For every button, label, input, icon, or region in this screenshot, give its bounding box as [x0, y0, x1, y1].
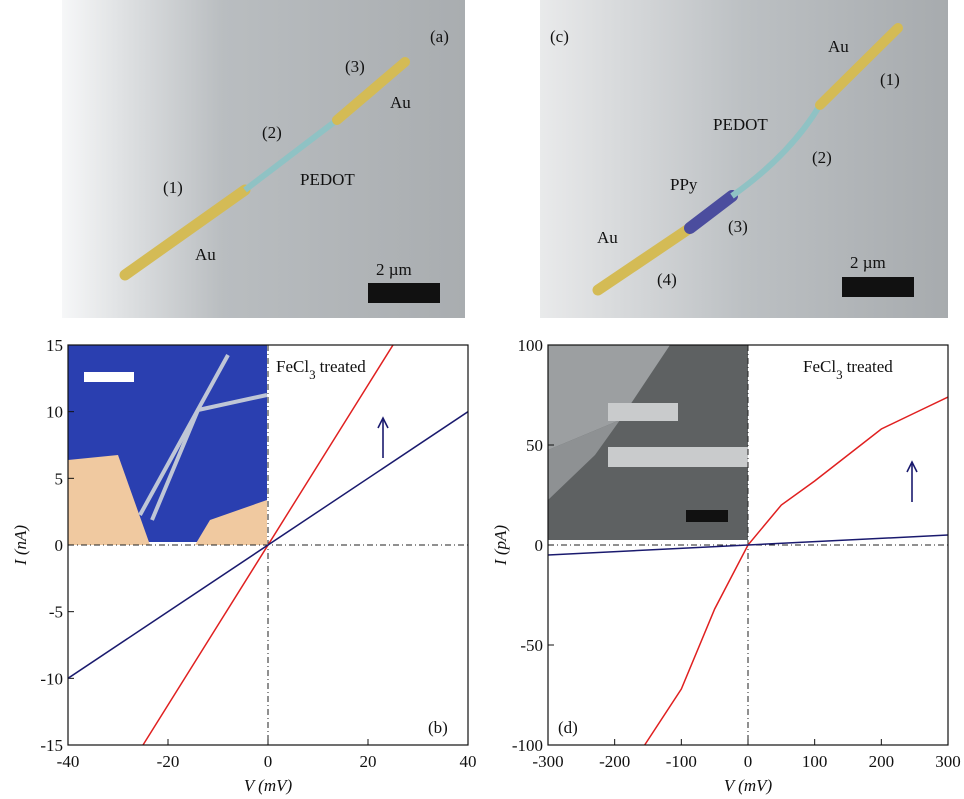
x-tick-label: -40	[57, 752, 80, 771]
annotation-suffix: treated	[320, 357, 367, 376]
x-tick-label: -300	[532, 752, 563, 771]
annotation-text: FeCl	[276, 357, 309, 376]
image-a: (a) (3) Au (2) PEDOT (1) Au 2 µm	[62, 0, 465, 318]
panel-label: (d)	[558, 718, 578, 737]
x-tick-label: 20	[360, 752, 377, 771]
y-axis-label: I (pA)	[491, 525, 510, 566]
image-label: Au	[828, 37, 849, 56]
panel-label: (c)	[550, 27, 569, 46]
y-axis-label: I (nA)	[11, 525, 30, 566]
y-tick-label: 15	[46, 336, 63, 355]
x-tick-label: -100	[666, 752, 697, 771]
image-label: (1)	[163, 178, 183, 197]
x-tick-label: 0	[744, 752, 753, 771]
annotation: FeCl3 treated	[803, 357, 893, 382]
x-tick-label: 200	[869, 752, 895, 771]
annotation-text: FeCl	[803, 357, 836, 376]
y-tick-label: -10	[40, 669, 63, 688]
y-tick-label: 10	[46, 403, 63, 422]
image-c: (c) Au (1) PEDOT (2) PPy (3) Au (4) 2 µm	[540, 0, 948, 318]
image-label: Au	[390, 93, 411, 112]
image-label: PPy	[670, 175, 698, 194]
image-label: (3)	[345, 57, 365, 76]
x-tick-label: -20	[157, 752, 180, 771]
image-label: (4)	[657, 270, 677, 289]
x-tick-label: -200	[599, 752, 630, 771]
y-tick-label: 0	[55, 536, 64, 555]
figure: (a) (3) Au (2) PEDOT (1) Au 2 µm (c) Au …	[0, 0, 964, 799]
annotation: FeCl3 treated	[276, 357, 366, 382]
x-tick-label: 0	[264, 752, 273, 771]
image-label: (2)	[812, 148, 832, 167]
image-label: Au	[195, 245, 216, 264]
image-label: (3)	[728, 217, 748, 236]
y-tick-label: -5	[49, 603, 63, 622]
x-tick-label: 300	[935, 752, 961, 771]
image-label: (1)	[880, 70, 900, 89]
image-label: PEDOT	[713, 115, 768, 134]
inset-d	[548, 345, 748, 540]
y-tick-label: 50	[526, 436, 543, 455]
x-axis-label: V (mV)	[244, 776, 293, 795]
panel-label: (b)	[428, 718, 448, 737]
panel-label: (a)	[430, 27, 449, 46]
image-label: PEDOT	[300, 170, 355, 189]
y-tick-label: -50	[520, 636, 543, 655]
x-tick-label: 100	[802, 752, 828, 771]
scale-bar-label: 2 µm	[376, 260, 412, 279]
image-label: (2)	[262, 123, 282, 142]
y-tick-label: 5	[55, 469, 64, 488]
annotation-subscript: 3	[309, 367, 316, 382]
y-tick-label: 0	[535, 536, 544, 555]
inset-b	[68, 345, 267, 545]
image-label: Au	[597, 228, 618, 247]
scale-bar-label: 2 µm	[850, 253, 886, 272]
annotation-subscript: 3	[836, 367, 843, 382]
x-tick-label: 40	[460, 752, 477, 771]
y-tick-label: 100	[518, 336, 544, 355]
x-axis-label: V (mV)	[724, 776, 773, 795]
annotation-suffix: treated	[847, 357, 894, 376]
